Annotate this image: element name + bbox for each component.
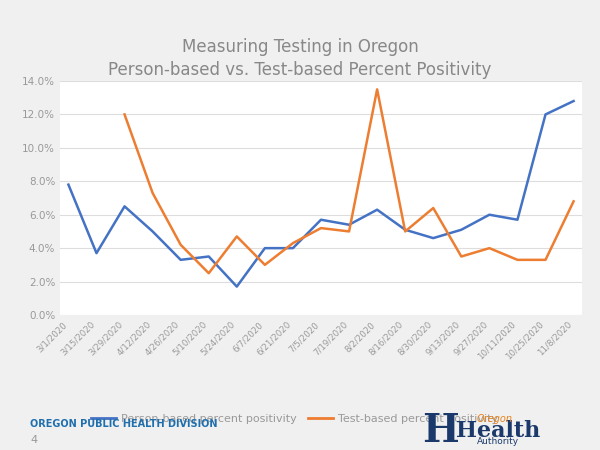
Text: Person-based vs. Test-based Percent Positivity: Person-based vs. Test-based Percent Posi… <box>109 61 491 79</box>
Text: Oregon: Oregon <box>477 414 513 424</box>
Legend: Person-based percent positivity, Test-based percent positivity: Person-based percent positivity, Test-ba… <box>87 410 503 428</box>
Text: Authority: Authority <box>477 437 519 446</box>
Text: 4: 4 <box>30 435 37 445</box>
Text: Health: Health <box>456 420 540 442</box>
Text: Measuring Testing in Oregon: Measuring Testing in Oregon <box>182 38 418 56</box>
Text: OREGON PUBLIC HEALTH DIVISION: OREGON PUBLIC HEALTH DIVISION <box>30 419 218 429</box>
Text: H: H <box>422 412 460 450</box>
